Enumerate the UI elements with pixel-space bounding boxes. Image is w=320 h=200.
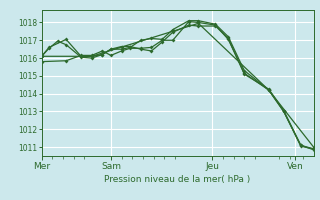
X-axis label: Pression niveau de la mer( hPa ): Pression niveau de la mer( hPa ) xyxy=(104,175,251,184)
